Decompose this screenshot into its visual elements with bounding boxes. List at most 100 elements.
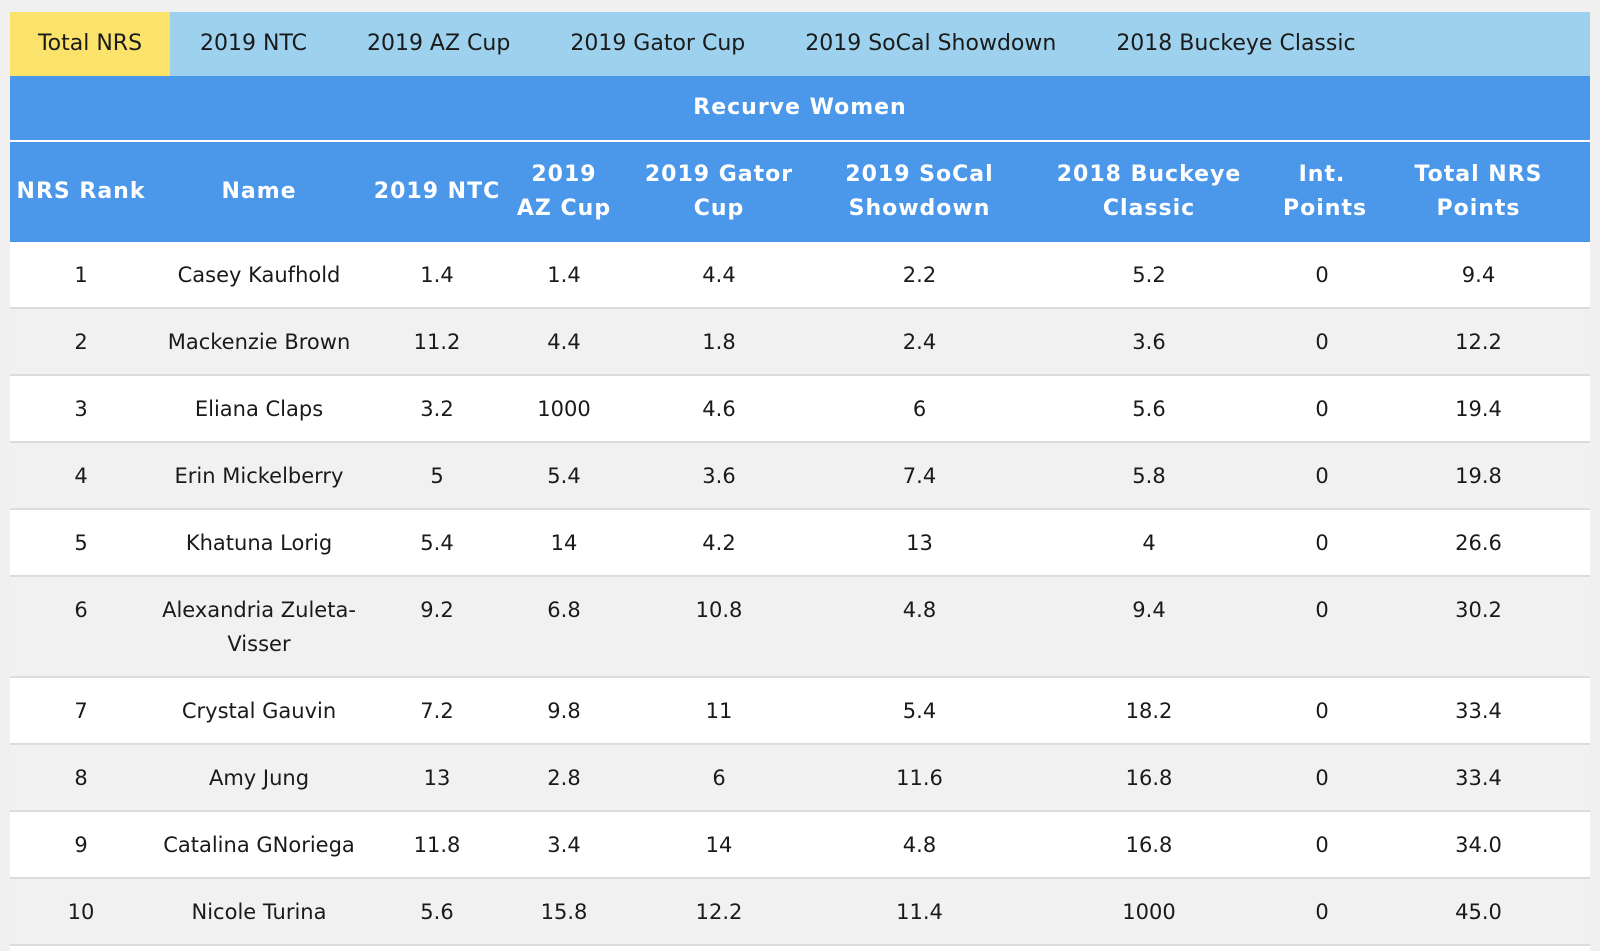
table-row: 6 Alexandria Zuleta-Visser 9.2 6.8 10.8 … [10,576,1590,678]
cell-total-nrs-points: 9.4 [1367,242,1590,309]
cell-rank: 2 [10,308,152,376]
table-row: 2 Mackenzie Brown 11.2 4.4 1.8 2.4 3.6 0… [10,308,1590,376]
event-tabs: Total NRS 2019 NTC 2019 AZ Cup 2019 Gato… [10,12,1590,76]
cell-2019-az-cup: 4.4 [508,308,620,376]
tab-2019-ntc[interactable]: 2019 NTC [200,31,307,56]
cell-2019-az-cup: 1.4 [508,242,620,309]
table-title: Recurve Women [10,76,1590,142]
cell-int-points: 0 [1277,308,1367,376]
cell-2019-az-cup: 2.8 [508,744,620,812]
standings-table: NRS Rank Name 2019 NTC 2019 AZ Cup 2019 … [10,142,1590,946]
cell-2019-ntc: 5.6 [366,878,508,946]
col-header-name: Name [152,142,366,242]
cell-name: Amy Jung [152,744,366,812]
cell-2018-buckeye-classic: 5.6 [1021,375,1277,443]
cell-2018-buckeye-classic: 16.8 [1021,811,1277,879]
table-row: 1 Casey Kaufhold 1.4 1.4 4.4 2.2 5.2 0 9… [10,242,1590,309]
cell-2018-buckeye-classic: 1000 [1021,878,1277,946]
table-row: 8 Amy Jung 13 2.8 6 11.6 16.8 0 33.4 [10,744,1590,812]
cell-int-points: 0 [1277,442,1367,510]
cell-2018-buckeye-classic: 5.8 [1021,442,1277,510]
table-row: 4 Erin Mickelberry 5 5.4 3.6 7.4 5.8 0 1… [10,442,1590,510]
cell-2019-ntc: 11.2 [366,308,508,376]
table-row: 7 Crystal Gauvin 7.2 9.8 11 5.4 18.2 0 3… [10,677,1590,745]
cell-rank: 9 [10,811,152,879]
tab-2018-buckeye-classic[interactable]: 2018 Buckeye Classic [1116,31,1356,56]
cell-2019-ntc: 1.4 [366,242,508,309]
cell-2019-ntc: 13 [366,744,508,812]
cell-rank: 3 [10,375,152,443]
cell-int-points: 0 [1277,576,1367,678]
cell-name: Mackenzie Brown [152,308,366,376]
cell-total-nrs-points: 26.6 [1367,509,1590,577]
cell-2019-ntc: 5 [366,442,508,510]
cell-int-points: 0 [1277,509,1367,577]
cell-2019-az-cup: 6.8 [508,576,620,678]
cell-2019-socal-showdown: 4.8 [818,811,1021,879]
cell-int-points: 0 [1277,677,1367,745]
cell-2019-socal-showdown: 7.4 [818,442,1021,510]
cell-2019-gator-cup: 1.8 [620,308,818,376]
tab-total-nrs[interactable]: Total NRS [10,12,170,76]
cell-name: Eliana Claps [152,375,366,443]
cell-2018-buckeye-classic: 4 [1021,509,1277,577]
cell-total-nrs-points: 33.4 [1367,744,1590,812]
cell-name: Erin Mickelberry [152,442,366,510]
cell-2018-buckeye-classic: 16.8 [1021,744,1277,812]
cell-rank: 4 [10,442,152,510]
cell-int-points: 0 [1277,242,1367,309]
cell-name: Nicole Turina [152,878,366,946]
cell-2019-socal-showdown: 4.8 [818,576,1021,678]
cell-2019-az-cup: 15.8 [508,878,620,946]
tab-2019-socal-showdown[interactable]: 2019 SoCal Showdown [805,31,1057,56]
col-header-2019-ntc: 2019 NTC [366,142,508,242]
col-header-2019-az-cup: 2019 AZ Cup [508,142,620,242]
cell-name: Catalina GNoriega [152,811,366,879]
cell-2019-socal-showdown: 13 [818,509,1021,577]
cell-2019-gator-cup: 12.2 [620,878,818,946]
tab-2019-az-cup[interactable]: 2019 AZ Cup [366,31,511,56]
tab-2019-gator-cup[interactable]: 2019 Gator Cup [570,31,746,56]
cell-2019-ntc: 7.2 [366,677,508,745]
cell-name: Crystal Gauvin [152,677,366,745]
cell-2019-ntc: 9.2 [366,576,508,678]
cell-name: Alexandria Zuleta-Visser [152,576,366,678]
standings-panel: Total NRS 2019 NTC 2019 AZ Cup 2019 Gato… [10,12,1590,951]
cell-total-nrs-points: 19.8 [1367,442,1590,510]
cell-2019-gator-cup: 6 [620,744,818,812]
cell-2019-gator-cup: 11 [620,677,818,745]
cell-2019-socal-showdown: 5.4 [818,677,1021,745]
cell-2019-gator-cup: 14 [620,811,818,879]
cell-total-nrs-points: 33.4 [1367,677,1590,745]
cell-name: Khatuna Lorig [152,509,366,577]
col-header-2019-socal-showdown: 2019 SoCal Showdown [818,142,1021,242]
cell-rank: 1 [10,242,152,309]
cell-2019-socal-showdown: 2.2 [818,242,1021,309]
col-header-2018-buckeye-classic: 2018 Buckeye Classic [1021,142,1277,242]
cell-total-nrs-points: 12.2 [1367,308,1590,376]
cell-int-points: 0 [1277,375,1367,443]
cell-2019-gator-cup: 4.2 [620,509,818,577]
table-row: 9 Catalina GNoriega 11.8 3.4 14 4.8 16.8… [10,811,1590,879]
cell-2019-az-cup: 5.4 [508,442,620,510]
col-header-total-nrs-points: Total NRS Points [1367,142,1590,242]
cell-2018-buckeye-classic: 5.2 [1021,242,1277,309]
col-header-2019-gator-cup: 2019 Gator Cup [620,142,818,242]
cell-int-points: 0 [1277,878,1367,946]
cell-2019-socal-showdown: 11.4 [818,878,1021,946]
cell-int-points: 0 [1277,811,1367,879]
cell-2019-az-cup: 9.8 [508,677,620,745]
header-row: NRS Rank Name 2019 NTC 2019 AZ Cup 2019 … [10,142,1590,242]
cell-2018-buckeye-classic: 18.2 [1021,677,1277,745]
cell-rank: 6 [10,576,152,678]
cell-2019-gator-cup: 4.4 [620,242,818,309]
cell-name: Casey Kaufhold [152,242,366,309]
cell-2019-socal-showdown: 2.4 [818,308,1021,376]
cell-2019-ntc: 5.4 [366,509,508,577]
table-row: 3 Eliana Claps 3.2 1000 4.6 6 5.6 0 19.4 [10,375,1590,443]
cell-int-points: 0 [1277,744,1367,812]
cell-2019-ntc: 3.2 [366,375,508,443]
cell-2019-gator-cup: 3.6 [620,442,818,510]
col-header-int-points: Int. Points [1277,142,1367,242]
cell-2019-az-cup: 1000 [508,375,620,443]
